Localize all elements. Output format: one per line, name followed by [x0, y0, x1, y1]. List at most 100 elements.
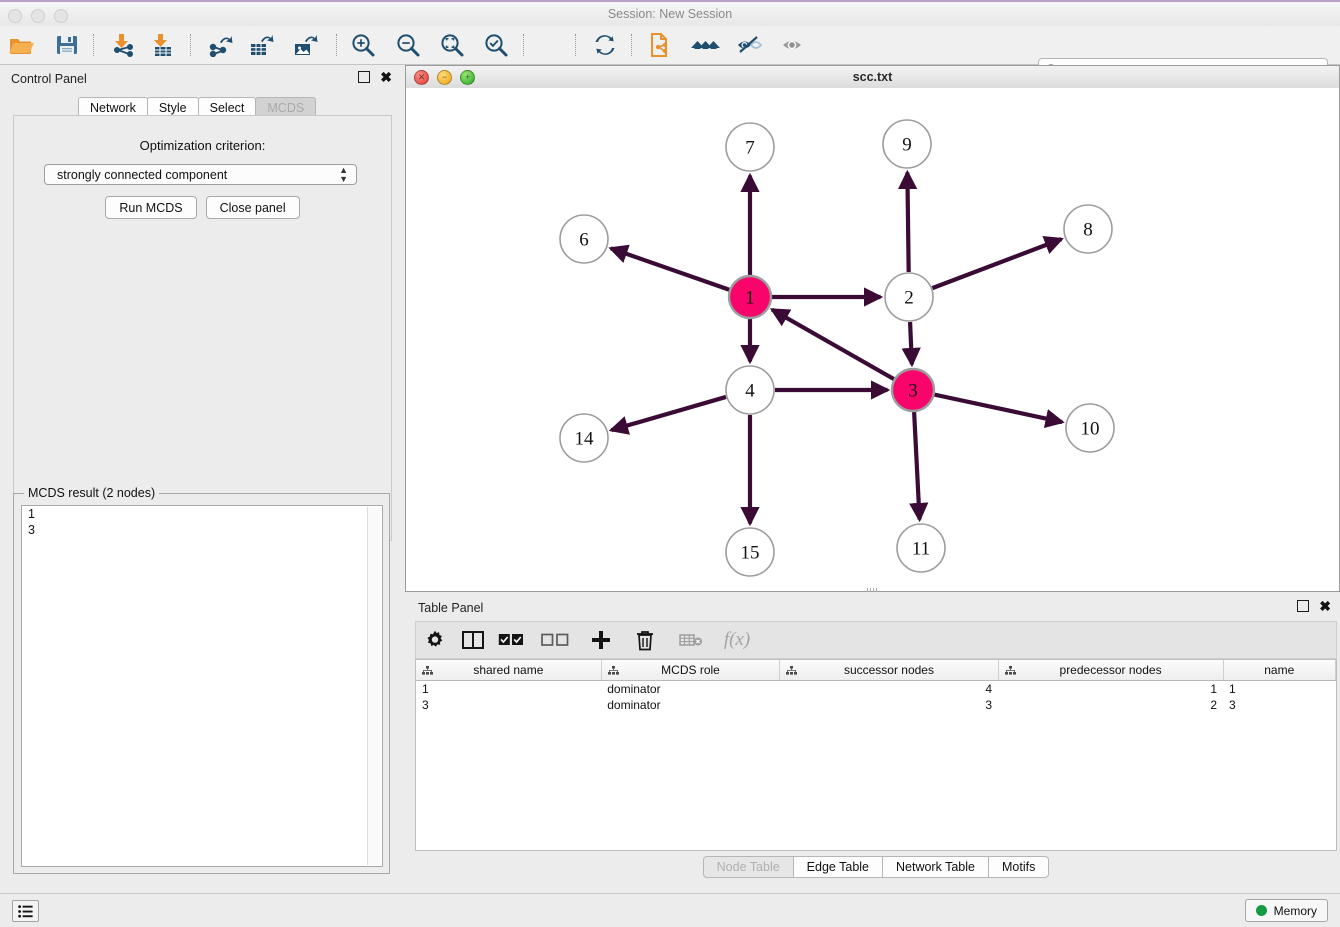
graph-node-7[interactable]: 7	[725, 122, 775, 172]
function-builder-icon[interactable]: f(x)	[723, 629, 751, 650]
import-network-icon[interactable]	[109, 30, 139, 60]
graph-edge-3-1[interactable]	[769, 307, 895, 381]
export-image-icon[interactable]	[291, 30, 321, 60]
graph-edge-2-8[interactable]	[931, 235, 1064, 291]
graph-node-label: 8	[1083, 220, 1093, 241]
task-history-button[interactable]	[12, 900, 39, 922]
memory-status-button[interactable]: Memory	[1244, 899, 1328, 922]
graph-node-10[interactable]: 10	[1065, 403, 1115, 453]
refresh-icon[interactable]	[590, 30, 620, 60]
window-zoom-dot[interactable]	[54, 9, 68, 23]
tab-edge-table[interactable]: Edge Table	[792, 856, 883, 878]
network-minimize-button[interactable]: −	[437, 70, 452, 85]
graph-node-1[interactable]: 1	[727, 274, 773, 320]
graph-node-label: 3	[908, 381, 918, 402]
optimization-criterion-label: Optimization criterion:	[139, 138, 266, 153]
import-table-icon[interactable]	[148, 30, 178, 60]
graph-node-label: 14	[575, 429, 595, 450]
control-panel-title: Control Panel	[11, 72, 87, 86]
column-header-MCDS-role[interactable]: MCDS role	[601, 660, 781, 681]
column-header-successor-nodes[interactable]: successor nodes	[779, 660, 999, 681]
select-all-checkboxes-icon[interactable]	[492, 623, 530, 657]
node-table-grid: shared name MCDS role successor nodes prede…	[416, 660, 1336, 713]
destroy-views-icon[interactable]	[690, 30, 720, 60]
network-window-title: scc.txt	[852, 70, 893, 84]
graph-nodes: 7 9 6 8 1 2 4 3 14 10 15 11	[559, 119, 1115, 577]
close-panel-button[interactable]: Close panel	[205, 196, 300, 219]
window-title-bar: Session: New Session	[0, 0, 1340, 29]
mcds-result-list[interactable]: 1 3	[21, 505, 383, 867]
column-header-shared-name[interactable]: shared name	[416, 660, 602, 681]
tab-node-table[interactable]: Node Table	[702, 856, 794, 878]
export-table-icon[interactable]	[247, 30, 277, 60]
graph-edge-3-10[interactable]	[934, 392, 1065, 428]
zoom-out-icon[interactable]	[393, 30, 423, 60]
control-panel-close-icon[interactable]: ✖	[380, 69, 392, 85]
tab-select[interactable]: Select	[197, 97, 257, 117]
hide-selected-icon[interactable]	[735, 30, 765, 60]
column-type-icon	[786, 664, 798, 678]
graph-edge-4-14[interactable]	[608, 394, 727, 435]
table-row[interactable]: 1 dominator 4 1 1	[416, 681, 1336, 698]
network-graph[interactable]: 7 9 6 8 1 2 4 3 14 10 15 11	[406, 88, 1339, 591]
graph-node-label: 6	[579, 230, 589, 251]
tab-network-table[interactable]: Network Table	[882, 856, 989, 878]
network-canvas[interactable]: 7 9 6 8 1 2 4 3 14 10 15 11	[406, 88, 1339, 591]
window-controls[interactable]	[8, 9, 68, 23]
table-cell: 1	[1210, 682, 1218, 696]
table-export-icon[interactable]	[670, 623, 714, 657]
column-type-icon	[422, 664, 433, 678]
zoom-selected-icon[interactable]	[481, 30, 511, 60]
graph-node-4[interactable]: 4	[725, 365, 775, 415]
tab-network[interactable]: Network	[78, 97, 148, 117]
window-minimize-dot[interactable]	[31, 9, 45, 23]
table-cell: 4	[985, 682, 993, 696]
graph-node-3[interactable]: 3	[890, 367, 936, 413]
table-row[interactable]: 3 dominator 3 2 3	[416, 697, 1336, 713]
table-cell: 3	[1229, 698, 1236, 712]
new-network-icon[interactable]	[646, 30, 676, 60]
columns-layout-icon[interactable]	[454, 623, 492, 657]
column-type-icon	[1004, 664, 1016, 678]
tab-style[interactable]: Style	[146, 97, 199, 117]
delete-column-icon[interactable]	[620, 623, 670, 657]
tab-mcds[interactable]: MCDS	[255, 97, 317, 117]
graph-node-6[interactable]: 6	[559, 214, 609, 264]
deselect-all-checkboxes-icon[interactable]	[530, 623, 582, 657]
column-header-predecessor-nodes[interactable]: predecessor nodes	[998, 660, 1224, 681]
graph-node-2[interactable]: 2	[884, 272, 934, 322]
settings-gear-icon[interactable]	[416, 623, 454, 657]
table-panel-close-icon[interactable]: ✖	[1319, 598, 1331, 614]
table-panel-float-button[interactable]	[1297, 600, 1310, 612]
add-column-icon[interactable]	[582, 623, 620, 657]
graph-edge-1-6[interactable]	[608, 244, 730, 292]
optimization-criterion-select[interactable]: strongly connected component ▲ ▼	[44, 164, 357, 185]
resize-grip[interactable]	[866, 588, 879, 592]
memory-label: Memory	[1273, 903, 1317, 918]
zoom-in-icon[interactable]	[348, 30, 378, 60]
graph-node-11[interactable]: 11	[896, 523, 946, 573]
graph-node-15[interactable]: 15	[725, 527, 775, 577]
graph-node-14[interactable]: 14	[559, 413, 609, 463]
window-close-dot[interactable]	[8, 9, 22, 23]
graph-node-8[interactable]: 8	[1063, 204, 1113, 254]
network-close-button[interactable]: ✕	[414, 70, 429, 85]
network-maximize-button[interactable]: +	[460, 70, 475, 85]
column-header-name[interactable]: name	[1223, 660, 1336, 681]
zoom-fit-icon[interactable]	[437, 30, 467, 60]
mcds-tab-content: Optimization criterion: strongly connect…	[13, 115, 392, 541]
graph-edge-2-9[interactable]	[897, 169, 918, 273]
show-all-icon[interactable]	[779, 30, 809, 60]
graph-edge-2-3[interactable]	[901, 321, 921, 368]
node-table[interactable]: shared name MCDS role successor nodes prede…	[415, 659, 1337, 851]
save-icon[interactable]	[52, 30, 82, 60]
open-folder-icon[interactable]	[6, 30, 36, 60]
control-panel-float-button[interactable]	[358, 71, 371, 83]
tab-motifs[interactable]: Motifs	[987, 856, 1050, 878]
result-scrollbar[interactable]	[367, 507, 381, 865]
graph-node-label: 2	[904, 288, 914, 309]
graph-edge-3-11[interactable]	[909, 411, 929, 523]
run-mcds-button[interactable]: Run MCDS	[105, 196, 197, 219]
graph-node-9[interactable]: 9	[882, 119, 932, 169]
export-network-icon[interactable]	[205, 30, 235, 60]
